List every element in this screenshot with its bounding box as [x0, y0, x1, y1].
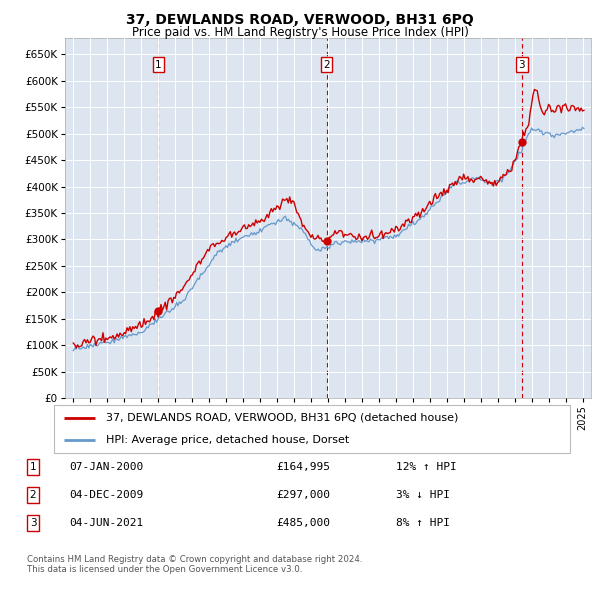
Text: Price paid vs. HM Land Registry's House Price Index (HPI): Price paid vs. HM Land Registry's House … — [131, 26, 469, 39]
FancyBboxPatch shape — [54, 405, 570, 453]
Text: 37, DEWLANDS ROAD, VERWOOD, BH31 6PQ (detached house): 37, DEWLANDS ROAD, VERWOOD, BH31 6PQ (de… — [106, 413, 458, 423]
Text: 3% ↓ HPI: 3% ↓ HPI — [396, 490, 450, 500]
Text: 04-JUN-2021: 04-JUN-2021 — [69, 518, 143, 528]
Text: 3: 3 — [518, 60, 525, 70]
Text: 1: 1 — [155, 60, 162, 70]
Text: 1: 1 — [29, 462, 37, 472]
Text: 12% ↑ HPI: 12% ↑ HPI — [396, 462, 457, 472]
Text: £164,995: £164,995 — [276, 462, 330, 472]
Text: 3: 3 — [29, 518, 37, 528]
Text: 2: 2 — [323, 60, 330, 70]
Text: 2: 2 — [29, 490, 37, 500]
Text: 8% ↑ HPI: 8% ↑ HPI — [396, 518, 450, 528]
Text: Contains HM Land Registry data © Crown copyright and database right 2024.: Contains HM Land Registry data © Crown c… — [27, 555, 362, 563]
Text: 07-JAN-2000: 07-JAN-2000 — [69, 462, 143, 472]
Text: £485,000: £485,000 — [276, 518, 330, 528]
Text: HPI: Average price, detached house, Dorset: HPI: Average price, detached house, Dors… — [106, 435, 349, 445]
Text: £297,000: £297,000 — [276, 490, 330, 500]
Text: This data is licensed under the Open Government Licence v3.0.: This data is licensed under the Open Gov… — [27, 565, 302, 574]
Text: 37, DEWLANDS ROAD, VERWOOD, BH31 6PQ: 37, DEWLANDS ROAD, VERWOOD, BH31 6PQ — [126, 13, 474, 27]
Text: 04-DEC-2009: 04-DEC-2009 — [69, 490, 143, 500]
